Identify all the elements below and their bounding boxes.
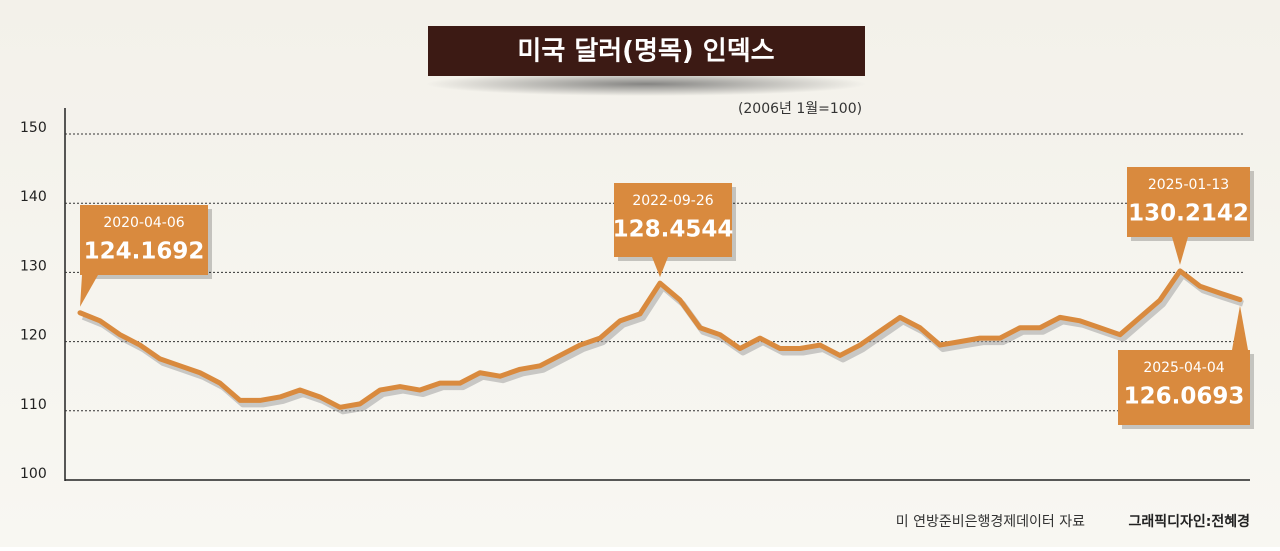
annotation-pointer bbox=[80, 275, 98, 307]
annotation-value: 128.4544 bbox=[613, 217, 734, 243]
annotation-date: 2025-04-04 bbox=[1143, 360, 1224, 376]
y-tick-label: 120 bbox=[20, 328, 47, 344]
credit: 그래픽디자인:전혜경 bbox=[1128, 513, 1250, 530]
source: 미 연방준비은행경제데이터 자료 bbox=[896, 514, 1085, 530]
annotation-value: 130.2142 bbox=[1128, 201, 1249, 227]
annotation-date: 2022-09-26 bbox=[632, 193, 713, 209]
y-tick-label: 110 bbox=[20, 397, 47, 413]
title-shadow bbox=[426, 72, 866, 96]
y-tick-label: 100 bbox=[20, 466, 47, 482]
annotation-box bbox=[1118, 350, 1250, 425]
y-tick-label: 140 bbox=[20, 189, 47, 205]
y-tick-label: 130 bbox=[20, 258, 47, 274]
annotation-pointer bbox=[1172, 237, 1188, 265]
title-box bbox=[428, 26, 865, 76]
annotation-pointer bbox=[1232, 305, 1248, 350]
annotation-value: 126.0693 bbox=[1124, 384, 1245, 410]
annotation-box bbox=[1127, 167, 1250, 237]
annotation-date: 2020-04-06 bbox=[103, 215, 184, 231]
annotation-date: 2025-01-13 bbox=[1148, 177, 1229, 193]
subtitle: (2006년 1월=100) bbox=[738, 101, 862, 117]
annotation-value: 124.1692 bbox=[84, 239, 205, 265]
line bbox=[77, 268, 1243, 410]
annotation-pointer bbox=[652, 257, 668, 278]
annotation-box bbox=[614, 183, 732, 257]
y-tick-label: 150 bbox=[20, 120, 47, 136]
chart-title: 미국 달러(명목) 인덱스 bbox=[517, 37, 774, 67]
annotation-box bbox=[80, 205, 208, 275]
